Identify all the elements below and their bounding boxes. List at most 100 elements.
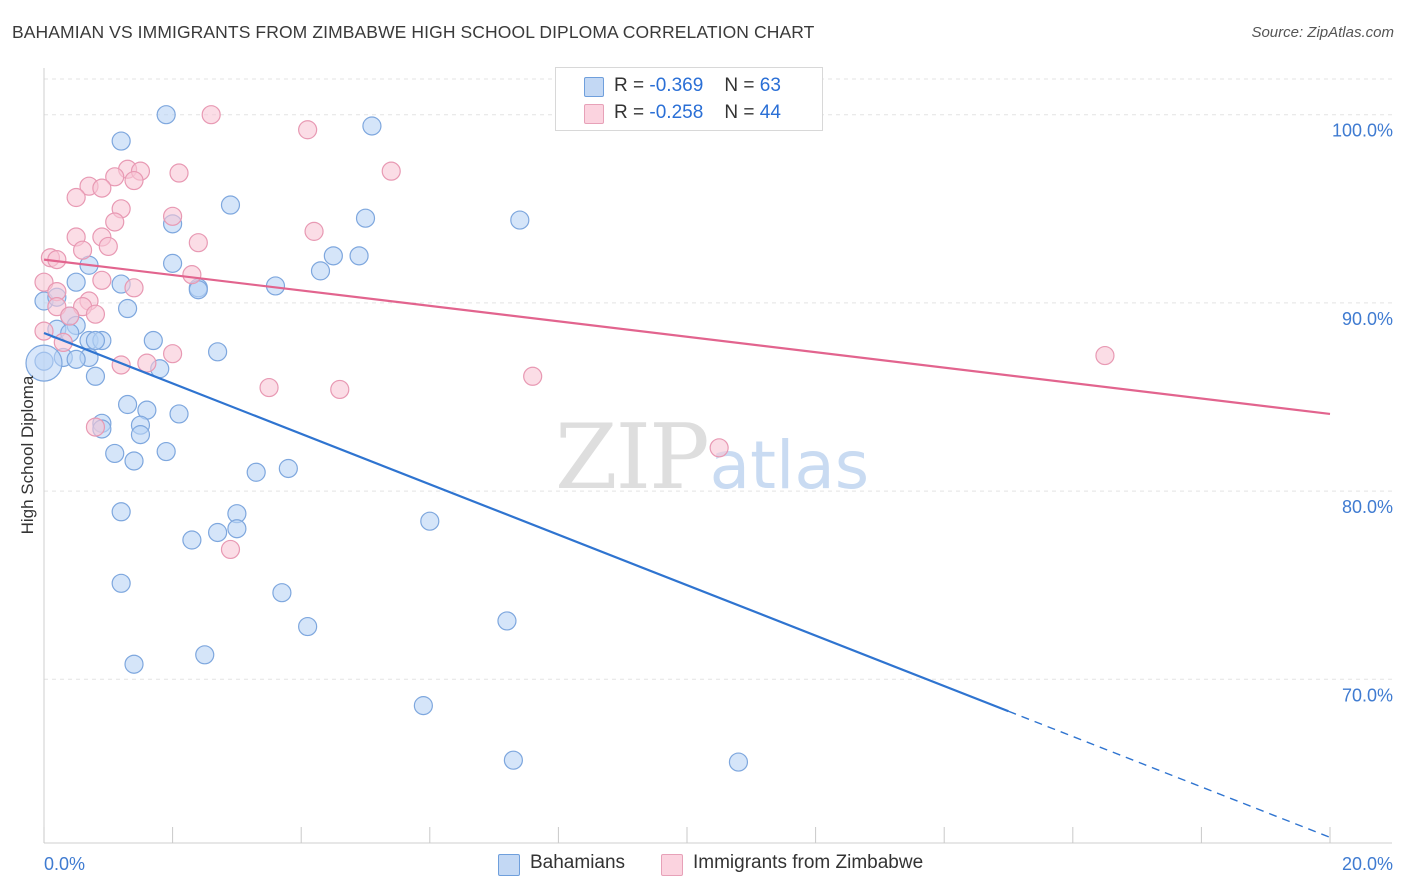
source-label: Source: ZipAtlas.com	[1251, 24, 1394, 41]
bahamian-point	[246, 462, 266, 482]
legend-r-label: R =	[614, 102, 645, 123]
bahamian-point	[349, 246, 369, 266]
legend-swatch-blue	[584, 77, 604, 97]
bahamian-point	[169, 404, 189, 424]
y-axis-label: High School Diploma	[18, 375, 37, 535]
zimbabwe-point	[709, 438, 729, 458]
y-tick-label: 70.0%	[1342, 685, 1393, 705]
bahamian-point	[124, 654, 144, 674]
legend-n-value: 63	[759, 75, 781, 96]
bahamian-point	[156, 441, 176, 462]
bahamian-point	[117, 394, 138, 415]
zimbabwe-point	[188, 233, 208, 253]
zimbabwe-point	[34, 272, 54, 292]
bottom-legend-label: Bahamians	[530, 852, 626, 873]
bahamian-point	[208, 522, 228, 543]
zimbabwe-point	[105, 167, 125, 187]
bahamian-point	[497, 611, 517, 631]
zimbabwe-point	[1095, 345, 1115, 366]
zimbabwe-point	[47, 297, 67, 317]
bahamian-point	[208, 342, 228, 362]
zimbabwe-point	[92, 270, 112, 290]
zimbabwe-point	[381, 161, 401, 181]
zimbabwe-point	[34, 321, 54, 341]
zimbabwe-point	[169, 163, 189, 183]
bahamian-point	[272, 583, 292, 603]
bahamian-point	[111, 573, 131, 593]
zimbabwe-trend-line	[43, 258, 1331, 416]
bahamian-point	[111, 502, 131, 522]
x-tick-label: 20.0%	[1342, 854, 1393, 874]
zimbabwe-point	[85, 304, 106, 324]
zimbabwe-point	[163, 344, 183, 364]
zimbabwe-point	[137, 353, 157, 373]
bottom-legend-swatch-blue	[498, 854, 520, 876]
chart-title: BAHAMIAN VS IMMIGRANTS FROM ZIMBABWE HIG…	[12, 22, 815, 42]
bahamian-trend-line	[43, 331, 1009, 713]
zimbabwe-point	[92, 178, 112, 198]
bahamian-point	[195, 645, 215, 665]
bahamian-point	[420, 511, 440, 531]
bahamian-point	[163, 253, 183, 273]
zimbabwe-point	[182, 265, 202, 285]
bahamian-point	[227, 519, 247, 539]
bahamian-point	[85, 366, 106, 386]
zimbabwe-point	[124, 170, 144, 191]
zimbabwe-point	[298, 120, 318, 140]
bahamian-point	[278, 458, 298, 479]
zimbabwe-point	[304, 221, 324, 241]
y-tick-label: 90.0%	[1342, 309, 1393, 329]
zimbabwe-point	[105, 212, 125, 232]
legend-n-label: N =	[724, 75, 755, 96]
zimbabwe-point	[60, 306, 80, 326]
bahamian-trend-extension	[1008, 710, 1331, 839]
legend-r-value: -0.258	[649, 102, 704, 123]
bottom-legend-label: Immigrants from Zimbabwe	[693, 852, 924, 873]
bahamian-point	[362, 116, 382, 136]
bahamian-point	[220, 195, 241, 215]
bahamian-point	[66, 349, 86, 369]
bahamian-point	[130, 425, 151, 445]
watermark: ZIPatlas	[555, 405, 869, 510]
bahamian-point	[124, 451, 144, 471]
legend-n-value: 44	[759, 102, 781, 123]
zimbabwe-point	[98, 236, 118, 257]
legend-r-label: R =	[614, 75, 645, 96]
bottom-legend-swatch-pink	[661, 854, 683, 876]
bahamian-point	[298, 616, 318, 637]
bahamian-point	[323, 246, 343, 266]
bahamian-point	[111, 131, 131, 151]
zimbabwe-point	[259, 377, 279, 398]
bahamian-point	[85, 330, 106, 351]
bahamian-point	[510, 210, 530, 230]
legend-n-label: N =	[724, 102, 755, 123]
bahamian-point	[182, 530, 202, 550]
zimbabwe-point	[124, 278, 144, 298]
zimbabwe-point	[85, 417, 106, 437]
bahamian-point	[117, 298, 138, 319]
zimbabwe-point	[66, 187, 86, 208]
x-tick-label: 0.0%	[44, 854, 85, 874]
legend-swatch-pink	[584, 104, 604, 124]
zimbabwe-point	[163, 206, 183, 226]
zimbabwe-point	[72, 240, 93, 260]
bahamian-point	[25, 344, 63, 382]
legend-r-value: -0.369	[649, 75, 704, 96]
watermark-zip: ZIP	[555, 405, 710, 510]
bahamian-point	[310, 261, 331, 281]
correlation-legend: R = -0.369 N = 63 R = -0.258 N = 44	[555, 67, 823, 131]
zimbabwe-point	[201, 105, 221, 125]
bahamian-point	[143, 330, 163, 351]
y-tick-label: 100.0%	[1332, 121, 1393, 141]
bahamian-point	[156, 105, 176, 125]
zimbabwe-point	[523, 366, 543, 386]
zimbabwe-point	[330, 379, 350, 400]
bahamian-point	[66, 272, 86, 292]
bahamian-point	[503, 750, 523, 770]
bahamian-point	[355, 208, 376, 228]
bahamian-point	[728, 752, 749, 772]
bahamian-point	[105, 443, 125, 464]
bahamian-point	[413, 696, 433, 716]
y-tick-label: 80.0%	[1342, 497, 1393, 517]
